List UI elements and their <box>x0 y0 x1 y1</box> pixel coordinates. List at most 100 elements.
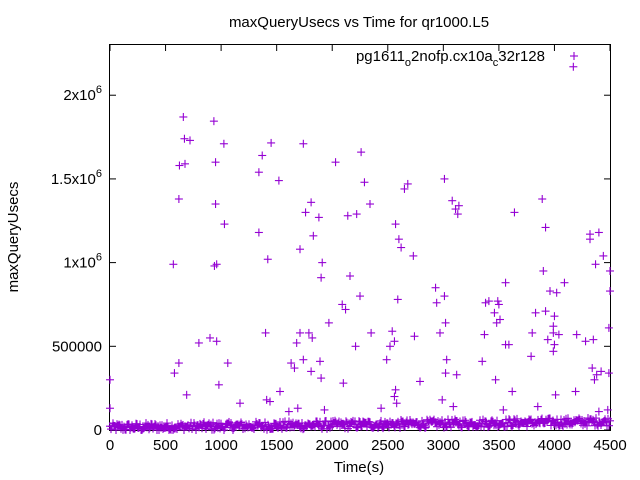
data-point <box>531 308 540 317</box>
data-point <box>261 328 270 337</box>
data-point <box>409 251 418 260</box>
data-point <box>432 298 441 307</box>
data-point <box>180 134 189 143</box>
data-point <box>571 387 580 396</box>
baseline-point <box>328 422 336 431</box>
data-point <box>410 332 419 341</box>
data-point <box>220 220 229 229</box>
data-point <box>478 357 487 366</box>
data-point <box>550 340 559 349</box>
data-point <box>603 405 612 414</box>
data-point <box>554 330 563 339</box>
data-point <box>480 330 489 339</box>
data-point <box>308 333 317 342</box>
x-tick-label: 2000 <box>316 437 349 454</box>
data-point <box>451 205 460 214</box>
data-point <box>357 148 366 157</box>
data-point <box>449 402 458 411</box>
data-point <box>440 292 449 301</box>
data-point <box>324 318 333 327</box>
data-point <box>284 407 293 416</box>
baseline-point <box>458 423 466 432</box>
data-point <box>572 330 581 339</box>
data-point <box>182 390 191 399</box>
baseline-point <box>606 416 614 425</box>
baseline-point <box>541 418 549 427</box>
data-point <box>594 407 603 416</box>
x-tick-label: 500 <box>153 437 178 454</box>
data-point <box>597 367 606 376</box>
data-point <box>586 235 594 244</box>
data-point <box>569 62 578 71</box>
baseline-point <box>461 416 469 425</box>
baseline-point <box>250 424 258 433</box>
legend-label: pg1611o2nofp.cx10ac32r128 <box>356 48 545 69</box>
data-point <box>267 138 276 147</box>
data-point <box>262 395 271 404</box>
data-point <box>352 210 361 219</box>
baseline-point <box>346 422 354 431</box>
baseline-point <box>136 420 144 429</box>
baseline-point <box>279 418 287 427</box>
baseline-point <box>130 425 138 434</box>
baseline-point <box>396 423 404 432</box>
data-point <box>386 342 394 351</box>
data-point <box>214 380 223 389</box>
baseline-point <box>583 421 591 430</box>
data-point <box>527 352 536 361</box>
data-point <box>441 318 450 327</box>
baseline-point <box>229 426 237 434</box>
data-point <box>299 139 308 148</box>
data-point <box>212 260 221 269</box>
baseline-point <box>473 421 481 430</box>
data-point <box>484 297 493 306</box>
baseline-point <box>145 425 153 434</box>
data-point <box>546 287 554 296</box>
data-point <box>331 158 340 167</box>
data-point <box>223 359 232 368</box>
data-point <box>391 220 400 229</box>
data-point <box>403 179 412 188</box>
baseline-point <box>322 416 330 425</box>
chart-title: maxQueryUsecs vs Time for qr1000.L5 <box>229 14 489 31</box>
data-point <box>493 297 502 306</box>
data-point <box>448 196 457 205</box>
x-tick-label: 1000 <box>204 437 237 454</box>
data-point <box>309 231 318 240</box>
baseline-point <box>207 420 215 429</box>
baseline-point <box>214 423 222 432</box>
data-point <box>382 355 391 364</box>
data-point <box>549 347 558 356</box>
data-point <box>606 266 614 275</box>
plot-frame <box>109 44 611 431</box>
data-point <box>174 359 183 368</box>
data-point <box>175 161 184 170</box>
data-point <box>169 260 178 269</box>
data-point <box>292 338 301 347</box>
baseline-point <box>554 420 562 429</box>
data-point <box>194 338 203 347</box>
data-point <box>211 158 220 167</box>
data-point <box>254 228 263 237</box>
data-point <box>589 335 598 344</box>
data-point <box>274 176 283 185</box>
baseline-point <box>353 423 361 432</box>
data-point <box>533 402 542 411</box>
x-tick-label: 4500 <box>593 437 626 454</box>
data-point <box>206 333 214 342</box>
baseline-point <box>604 414 612 423</box>
data-point <box>604 323 613 332</box>
data-point <box>210 261 219 270</box>
data-point <box>263 255 272 264</box>
data-point <box>293 404 302 413</box>
data-point <box>490 308 499 317</box>
data-point <box>290 364 299 373</box>
data-point <box>491 375 500 384</box>
data-point <box>209 117 218 126</box>
baseline-point <box>451 415 459 424</box>
data-point <box>528 328 537 337</box>
legend: pg1611o2nofp.cx10ac32r128 <box>356 48 578 69</box>
data-point <box>296 328 304 337</box>
data-point <box>317 374 326 383</box>
data-point <box>338 300 347 309</box>
